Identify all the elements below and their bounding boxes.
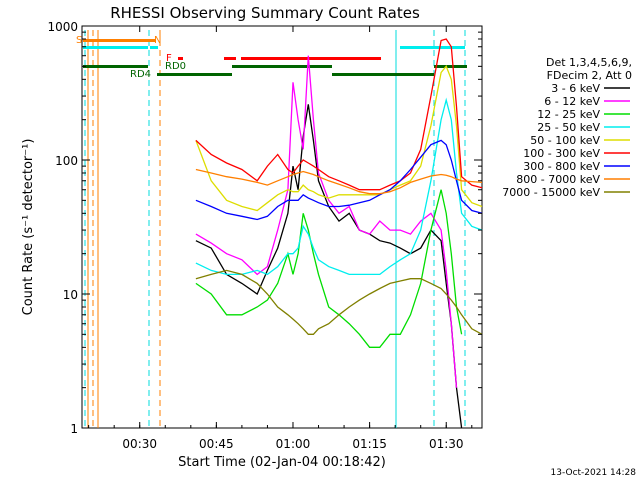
y-tick-label-0: 1 xyxy=(70,422,78,436)
y-axis-label: Count Rate (s⁻¹ detector⁻¹) xyxy=(21,139,36,316)
legend-label-8: 7000 - 15000 keV xyxy=(502,186,600,199)
bar-red-3 xyxy=(178,57,183,60)
bar-red-2 xyxy=(241,57,381,60)
series-line-2 xyxy=(195,189,463,348)
bar-green-3 xyxy=(232,65,332,68)
x-tick-label-1: 00:45 xyxy=(199,437,234,451)
legend-label-0: 3 - 6 keV xyxy=(551,82,600,95)
bar-orange-sn xyxy=(83,39,156,42)
x-tick-label-0: 00:30 xyxy=(122,437,157,451)
y-tick-label-3: 1000 xyxy=(47,20,78,34)
axis-layer: 00:30 00:45 01:00 01:15 01:30 1 10 100 1000 xyxy=(47,20,482,451)
bar-cyan-2 xyxy=(150,46,158,49)
chart-title: RHESSI Observing Summary Count Rates xyxy=(110,4,420,22)
y-tick-label-1: 10 xyxy=(63,288,78,302)
bar-green-5 xyxy=(434,65,467,68)
footer-timestamp: 13-Oct-2021 14:28 xyxy=(551,468,637,478)
legend-label-4: 50 - 100 keV xyxy=(530,134,600,147)
bar-red-1 xyxy=(224,57,236,60)
bar-cyan-1 xyxy=(83,46,148,49)
series-line-1 xyxy=(195,55,458,388)
series-layer xyxy=(195,38,483,429)
x-axis-label: Start Time (02-Jan-04 00:18:42) xyxy=(178,455,386,470)
series-line-3 xyxy=(195,97,483,276)
legend-label-1: 6 - 12 keV xyxy=(544,95,600,108)
series-line-4 xyxy=(195,65,483,212)
y-tick-label-2: 100 xyxy=(55,154,78,168)
annotation-layer xyxy=(83,30,467,428)
legend-label-6: 300 - 800 keV xyxy=(523,160,600,173)
series-line-6 xyxy=(195,139,483,221)
x-tick-label-4: 01:30 xyxy=(429,437,464,451)
annotation-f: F xyxy=(166,53,172,64)
bar-green-1 xyxy=(83,65,148,68)
legend-header-1: FDecim 2, Att 0 xyxy=(547,69,632,82)
bar-green-2 xyxy=(157,73,232,76)
annotation-rd0: RD0 xyxy=(165,61,186,72)
bar-green-4 xyxy=(332,73,434,76)
annotation-n: N xyxy=(154,35,161,46)
series-line-8 xyxy=(195,269,483,335)
series-line-5 xyxy=(195,38,483,191)
x-tick-label-2: 01:00 xyxy=(276,437,311,451)
legend-label-2: 12 - 25 keV xyxy=(537,108,600,121)
x-tick-label-3: 01:15 xyxy=(352,437,387,451)
legend-label-5: 100 - 300 keV xyxy=(523,147,600,160)
annotation-rd4: RD4 xyxy=(130,69,151,80)
legend: Det 1,3,4,5,6,9,FDecim 2, Att 03 - 6 keV… xyxy=(502,56,632,199)
plot-frame xyxy=(81,25,483,429)
legend-label-7: 800 - 7000 keV xyxy=(516,173,600,186)
legend-label-3: 25 - 50 keV xyxy=(537,121,600,134)
bar-cyan-3 xyxy=(400,46,465,49)
annotation-s: S xyxy=(76,35,82,46)
series-line-7 xyxy=(195,168,483,195)
legend-header-0: Det 1,3,4,5,6,9, xyxy=(546,56,632,69)
